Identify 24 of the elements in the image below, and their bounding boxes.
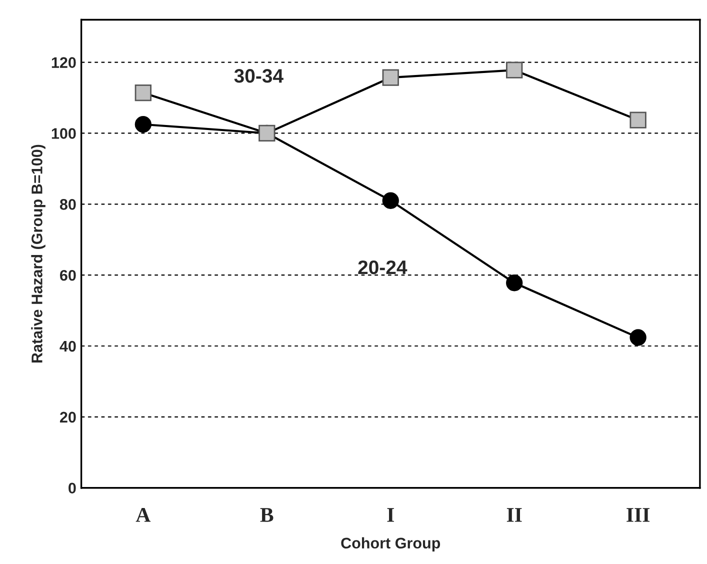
x-tick-label: A: [136, 508, 151, 522]
point: [630, 329, 646, 346]
text: 20-24: [358, 260, 408, 274]
point: [134, 84, 152, 102]
y-tick-label: 120: [52, 57, 76, 68]
y-axis-title: Rataive Hazard (Group B=100): [31, 144, 46, 363]
point: [382, 69, 399, 86]
x-axis-title: Cohort Group: [341, 537, 440, 552]
y-tick-label: 20: [60, 412, 76, 423]
x-tick-label: I: [387, 508, 394, 522]
y-tick-label: 40: [60, 340, 76, 352]
series-label: 30-34: [234, 68, 284, 83]
point: [506, 274, 523, 292]
point: [134, 116, 152, 133]
y-tick-label: 80: [60, 199, 76, 210]
y-tick-label: 100: [52, 128, 76, 139]
point: [506, 62, 523, 78]
y-tick-label: 0: [68, 482, 76, 494]
x-tick-label: III: [626, 508, 650, 522]
point: [630, 112, 646, 128]
x-tick-label: II: [506, 508, 522, 522]
point: [382, 192, 399, 209]
x-tick-label: B: [260, 508, 274, 522]
y-tick-label: 60: [60, 270, 76, 281]
